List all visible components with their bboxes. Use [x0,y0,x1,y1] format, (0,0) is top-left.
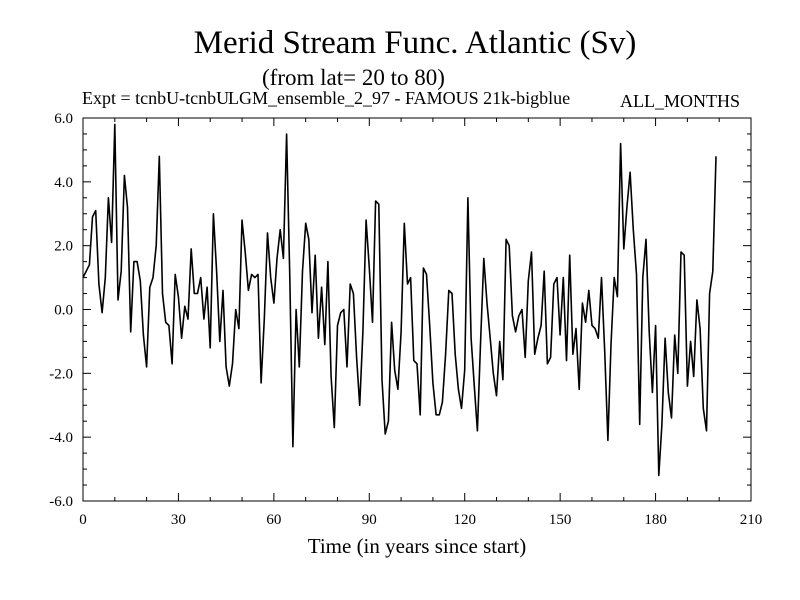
y-tick-label: 0.0 [54,303,73,319]
y-tick-label: 6.0 [54,111,73,127]
x-tick-label: 60 [266,512,281,528]
y-tick-label: -2.0 [49,366,73,382]
series-line [82,123,717,477]
model-label: LGM_ensemble_2_97 - FAMOUS 21k-bigblue [228,88,571,108]
x-tick-label: 90 [362,512,377,528]
x-tick-label: 0 [79,512,87,528]
y-tick-label: -4.0 [49,430,73,446]
plot-frame [82,117,752,502]
y-tick-label: 4.0 [54,175,73,191]
x-tick-label: 180 [644,512,667,528]
x-axis-label: Time (in years since start) [307,534,527,558]
experiment-label: Expt = tcnbU-tcnbU [82,88,230,108]
x-tick-label: 210 [740,512,763,528]
y-tick-label: -6.0 [49,494,73,510]
chart-title: Merid Stream Func. Atlantic (Sv) [193,25,637,61]
months-label: ALL_MONTHS [620,91,740,111]
x-tick-label: 120 [453,512,476,528]
x-tick-label: 30 [171,512,186,528]
chart-subtitle: (from lat= 20 to 80) [262,65,445,90]
x-tick-label: 150 [549,512,572,528]
y-tick-label: 2.0 [54,239,73,255]
